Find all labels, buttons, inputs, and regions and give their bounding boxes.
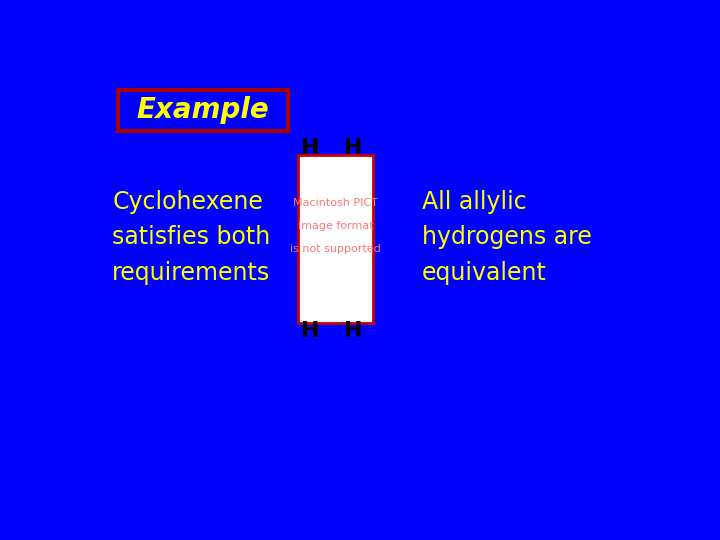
FancyBboxPatch shape xyxy=(118,90,288,131)
Text: H: H xyxy=(301,321,320,341)
Text: is not supported: is not supported xyxy=(290,244,381,254)
Text: H: H xyxy=(344,138,363,158)
Text: Cyclohexene: Cyclohexene xyxy=(112,190,264,214)
Text: satisfies both: satisfies both xyxy=(112,225,271,249)
Text: H: H xyxy=(344,321,363,341)
Text: equivalent: equivalent xyxy=(422,261,547,285)
Text: H: H xyxy=(301,138,320,158)
Text: Example: Example xyxy=(136,96,269,124)
Text: requirements: requirements xyxy=(112,261,271,285)
FancyBboxPatch shape xyxy=(298,156,373,323)
Text: Macintosh PICT: Macintosh PICT xyxy=(293,198,378,208)
Text: hydrogens are: hydrogens are xyxy=(422,225,592,249)
Text: All allylic: All allylic xyxy=(422,190,527,214)
Text: image format: image format xyxy=(297,221,374,231)
